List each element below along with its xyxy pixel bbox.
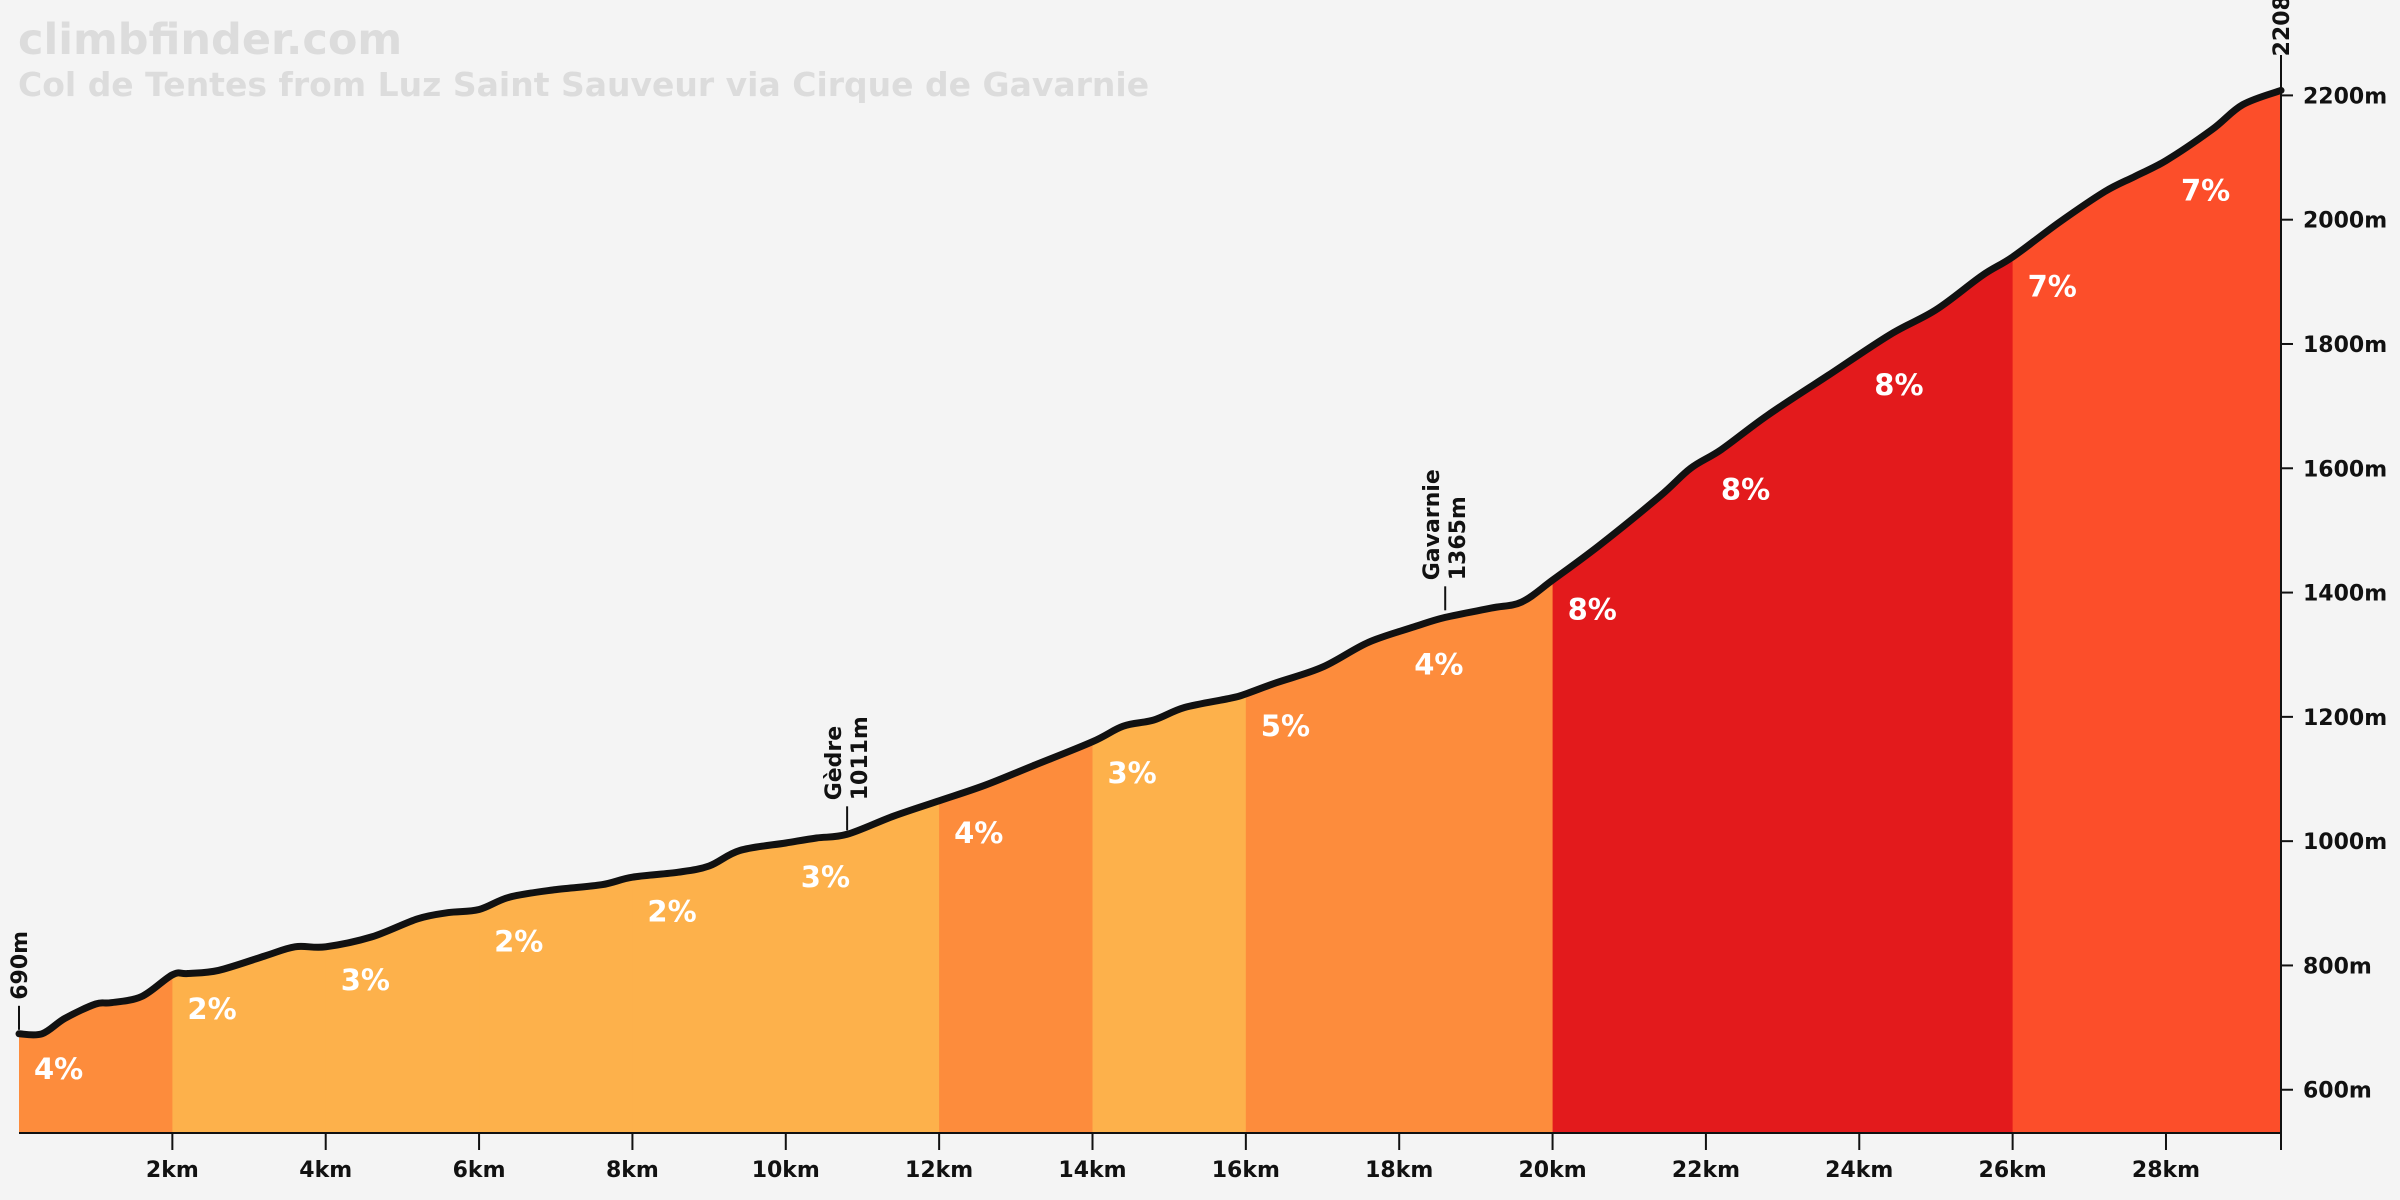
grade-segment xyxy=(1552,90,1707,1132)
grade-segment xyxy=(939,90,1094,1132)
waypoint-elevation: 1365m xyxy=(1446,496,1471,580)
y-axis: 600m 800m 1000m 1200m 1400m 1600m 1800m 2000m 22… xyxy=(2280,55,2387,1133)
y-tick-label: 1200m xyxy=(2303,706,2387,731)
grade-segment xyxy=(1245,90,1400,1132)
grade-label: 3% xyxy=(341,963,390,997)
y-tick-label: 1600m xyxy=(2303,457,2387,482)
grade-segment xyxy=(1859,90,2014,1132)
waypoint-name: Gavarnie xyxy=(1420,469,1445,580)
grade-segment xyxy=(1092,90,1247,1132)
x-tick-label: 28km xyxy=(2132,1158,2200,1183)
y-tick-label: 1400m xyxy=(2303,582,2387,607)
x-tick-label: 2km xyxy=(146,1158,199,1183)
grade-segment xyxy=(2166,90,2281,1132)
grade-segment xyxy=(2012,90,2167,1132)
grade-segment xyxy=(172,90,327,1132)
y-tick-label: 1000m xyxy=(2303,830,2387,855)
x-tick-label: 16km xyxy=(1212,1158,1280,1183)
grade-segment xyxy=(632,90,787,1132)
grade-label: 4% xyxy=(954,816,1003,850)
x-axis: 2km 4km 6km 8km 10km 12km 14km 16km 18km 20km 22km… xyxy=(19,1132,2282,1183)
waypoint-annotation: Gavarnie 1365m xyxy=(1420,469,1471,580)
y-tick-label: 2200m xyxy=(2303,84,2387,109)
x-tick-label: 6km xyxy=(453,1158,506,1183)
grade-segment xyxy=(19,90,173,1132)
x-tick-label: 10km xyxy=(752,1158,820,1183)
x-tick-label: 24km xyxy=(1825,1158,1893,1183)
x-tick-label: 14km xyxy=(1058,1158,1126,1183)
x-tick-label: 20km xyxy=(1518,1158,1586,1183)
waypoint-elevation: 1011m xyxy=(848,716,873,800)
x-tick-label: 22km xyxy=(1672,1158,1740,1183)
x-tick-label: 12km xyxy=(905,1158,973,1183)
waypoint-annotations: 690m Gèdre 1011m Gavarnie 1365m 2208m xyxy=(8,0,2295,1030)
grade-label: 5% xyxy=(1261,709,1310,743)
y-tick-label: 800m xyxy=(2303,954,2372,979)
grade-segment xyxy=(1399,90,1554,1132)
grade-label: 7% xyxy=(2181,174,2230,208)
grade-label: 3% xyxy=(801,860,850,894)
waypoint-annotation: Gèdre 1011m xyxy=(822,716,873,800)
grade-label: 7% xyxy=(2028,269,2077,303)
grade-label: 3% xyxy=(1108,756,1157,790)
waypoint-annotation: 2208m xyxy=(2270,0,2295,56)
grade-label: 2% xyxy=(647,894,696,928)
grade-label: 4% xyxy=(1414,647,1463,681)
waypoint-name: Gèdre xyxy=(822,726,847,801)
grade-label: 2% xyxy=(494,924,543,958)
site-title: climbfinder.com xyxy=(18,15,402,65)
waypoint-elevation: 2208m xyxy=(2270,0,2295,56)
grade-label: 8% xyxy=(1874,368,1923,402)
grade-labels: 4% 2% 3% 2% 2% 3% 4% 3% 5% 4% 8% 8% 8% 7% 7% xyxy=(34,174,2230,1086)
grade-segment xyxy=(785,90,940,1132)
grade-segment xyxy=(479,90,634,1132)
grade-label: 8% xyxy=(1721,472,1770,506)
x-tick-label: 26km xyxy=(1979,1158,2047,1183)
y-tick-label: 600m xyxy=(2303,1079,2372,1104)
x-tick-label: 18km xyxy=(1365,1158,1433,1183)
grade-label: 4% xyxy=(34,1052,83,1086)
y-tick-label: 2000m xyxy=(2303,209,2387,234)
y-tick-label: 1800m xyxy=(2303,333,2387,358)
grade-label: 2% xyxy=(187,992,236,1026)
grade-segment xyxy=(1705,90,1860,1132)
elevation-profile-line xyxy=(15,86,2285,1039)
grade-label: 8% xyxy=(1568,592,1617,626)
x-tick-label: 4km xyxy=(299,1158,352,1183)
waypoint-annotation: 690m xyxy=(8,931,33,1000)
waypoint-elevation: 690m xyxy=(8,931,33,1000)
chart-title: Col de Tentes from Luz Saint Sauveur via… xyxy=(18,65,1149,104)
x-tick-label: 8km xyxy=(606,1158,659,1183)
